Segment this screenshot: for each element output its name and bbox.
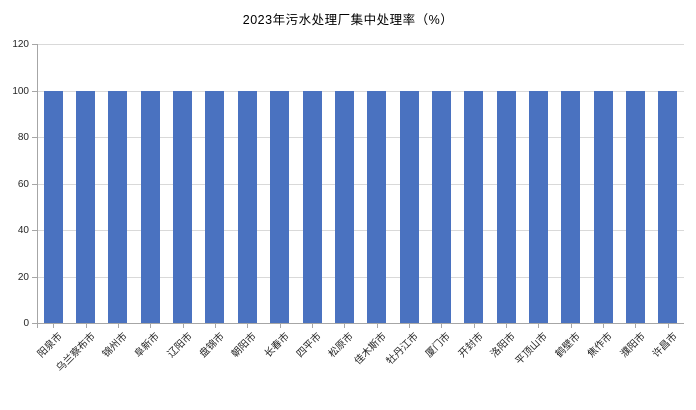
x-category-label: 阜新市 bbox=[132, 331, 162, 360]
x-category-label: 平顶山市 bbox=[514, 331, 551, 368]
x-axis-tick bbox=[635, 324, 636, 328]
x-axis-tick bbox=[150, 324, 151, 328]
x-category-label: 辽阳市 bbox=[165, 331, 195, 360]
x-category-label: 濮阳市 bbox=[618, 331, 648, 360]
y-axis-tick bbox=[32, 184, 37, 185]
bar bbox=[658, 90, 678, 323]
bar bbox=[399, 90, 419, 323]
bar bbox=[593, 90, 613, 323]
x-category-label: 四平市 bbox=[294, 331, 324, 360]
x-axis-tick bbox=[53, 324, 54, 328]
bar bbox=[173, 90, 193, 323]
y-axis-tick bbox=[32, 323, 37, 324]
x-axis-tick bbox=[183, 324, 184, 328]
bar bbox=[367, 90, 387, 323]
chart-title: 2023年污水处理厂集中处理率（%） bbox=[242, 13, 454, 27]
x-axis-tick bbox=[474, 324, 475, 328]
bar bbox=[496, 90, 516, 323]
x-category-label: 盘锦市 bbox=[197, 331, 227, 360]
y-tick-label: 60 bbox=[17, 179, 29, 190]
bar bbox=[43, 90, 63, 323]
x-category-label: 长春市 bbox=[262, 331, 292, 360]
x-category-label: 佳木斯市 bbox=[352, 331, 389, 368]
gridline bbox=[38, 44, 684, 45]
bar bbox=[237, 90, 257, 323]
x-axis-tick bbox=[86, 324, 87, 328]
bar bbox=[302, 90, 322, 323]
y-tick-label: 80 bbox=[17, 132, 29, 143]
bar bbox=[561, 90, 581, 323]
x-category-label: 开封市 bbox=[456, 331, 486, 360]
x-category-label: 鹤壁市 bbox=[553, 331, 583, 360]
x-axis-tick bbox=[538, 324, 539, 328]
x-axis-tick bbox=[247, 324, 248, 328]
x-axis-tick bbox=[377, 324, 378, 328]
x-axis-tick bbox=[409, 324, 410, 328]
y-tick-label: 0 bbox=[23, 318, 29, 329]
x-category-label: 牡丹江市 bbox=[384, 331, 421, 368]
x-axis-tick bbox=[441, 324, 442, 328]
y-axis-tick bbox=[32, 230, 37, 231]
y-tick-label: 20 bbox=[17, 272, 29, 283]
y-axis-tick bbox=[32, 44, 37, 45]
x-category-label: 朝阳市 bbox=[230, 331, 260, 360]
x-category-label: 洛阳市 bbox=[488, 331, 518, 360]
x-category-label: 阳泉市 bbox=[35, 331, 65, 360]
x-axis-tick bbox=[215, 324, 216, 328]
y-tick-label: 40 bbox=[17, 225, 29, 236]
y-axis-tick bbox=[32, 91, 37, 92]
gridline bbox=[38, 91, 684, 92]
x-axis-tick bbox=[280, 324, 281, 328]
x-axis-tick bbox=[344, 324, 345, 328]
y-axis bbox=[37, 44, 38, 328]
x-axis-tick bbox=[506, 324, 507, 328]
bar bbox=[108, 90, 128, 323]
gridline bbox=[38, 277, 684, 278]
y-axis-tick bbox=[32, 137, 37, 138]
gridline bbox=[38, 184, 684, 185]
bar bbox=[270, 90, 290, 323]
x-axis-tick bbox=[312, 324, 313, 328]
x-category-label: 许昌市 bbox=[650, 331, 680, 360]
x-category-label: 锦州市 bbox=[100, 331, 130, 360]
y-axis-tick bbox=[32, 277, 37, 278]
y-tick-label: 100 bbox=[12, 86, 29, 97]
bar bbox=[431, 90, 451, 323]
x-axis-tick bbox=[603, 324, 604, 328]
bar bbox=[205, 90, 225, 323]
x-axis-tick bbox=[118, 324, 119, 328]
x-axis bbox=[37, 323, 684, 324]
bar bbox=[76, 90, 95, 323]
x-category-label: 焦作市 bbox=[585, 331, 615, 360]
bar bbox=[626, 90, 645, 323]
x-axis-tick bbox=[571, 324, 572, 328]
bar bbox=[464, 90, 484, 323]
y-tick-label: 120 bbox=[12, 39, 29, 50]
bar bbox=[140, 90, 160, 323]
x-category-label: 松原市 bbox=[327, 331, 357, 360]
bar bbox=[334, 90, 354, 323]
gridline bbox=[38, 137, 684, 138]
bar bbox=[528, 90, 548, 323]
x-axis-tick bbox=[668, 324, 669, 328]
x-category-label: 厦门市 bbox=[424, 331, 454, 360]
gridline bbox=[38, 230, 684, 231]
